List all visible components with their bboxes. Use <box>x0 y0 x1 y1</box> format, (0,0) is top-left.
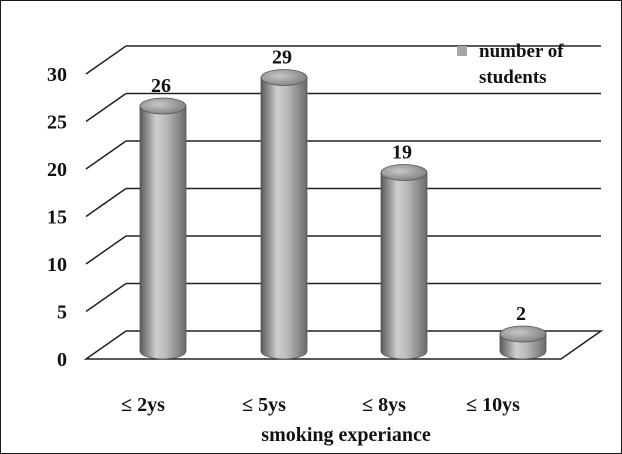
bars <box>139 69 547 360</box>
legend-swatch <box>457 46 467 56</box>
bar-top <box>499 325 547 343</box>
x-tick-label: ≤ 8ys <box>362 394 406 416</box>
bar <box>499 325 547 360</box>
x-axis-ticks: ≤ 2ys ≤ 5ys ≤ 8ys ≤ 10ys <box>121 394 520 416</box>
y-tick-label: 5 <box>57 302 67 324</box>
x-tick-label: ≤ 10ys <box>466 394 520 416</box>
gridline-diagonal <box>85 45 127 75</box>
y-tick-label: 30 <box>47 64 67 86</box>
gridline-diagonal <box>85 92 127 123</box>
data-label: 26 <box>151 75 171 97</box>
x-tick-label: ≤ 5ys <box>242 394 286 416</box>
legend-label-line: number of <box>479 41 564 62</box>
grid-layer <box>83 45 604 360</box>
bar-top <box>139 97 187 115</box>
bar-top <box>260 69 308 86</box>
gridline-diagonal <box>85 140 127 170</box>
data-labels: 26 29 19 2 <box>151 47 526 326</box>
bar-body <box>380 172 428 360</box>
y-axis-ticks: 0 5 10 15 20 25 30 <box>47 64 67 371</box>
y-tick-label: 10 <box>47 254 67 276</box>
data-label: 19 <box>392 142 412 164</box>
x-axis-title: smoking experiance <box>261 424 431 446</box>
bar-body <box>139 105 187 360</box>
gridline-diagonal <box>85 235 127 265</box>
bar-top <box>380 164 428 181</box>
x-tick-label: ≤ 2ys <box>121 394 165 416</box>
legend-label-line: students <box>479 67 547 88</box>
bar <box>260 69 308 360</box>
y-tick-label: 20 <box>47 159 67 181</box>
legend-label: number of students <box>479 41 564 88</box>
bar <box>139 97 187 360</box>
bar <box>380 164 428 360</box>
legend: number of students <box>457 41 564 88</box>
gridline-diagonal <box>85 187 127 218</box>
data-label: 29 <box>272 47 292 69</box>
bar-body <box>260 77 308 360</box>
data-label: 2 <box>516 303 526 325</box>
y-tick-label: 0 <box>57 349 67 371</box>
gridline-diagonal <box>85 282 127 313</box>
y-tick-label: 15 <box>47 207 67 229</box>
y-tick-label: 25 <box>47 112 67 134</box>
